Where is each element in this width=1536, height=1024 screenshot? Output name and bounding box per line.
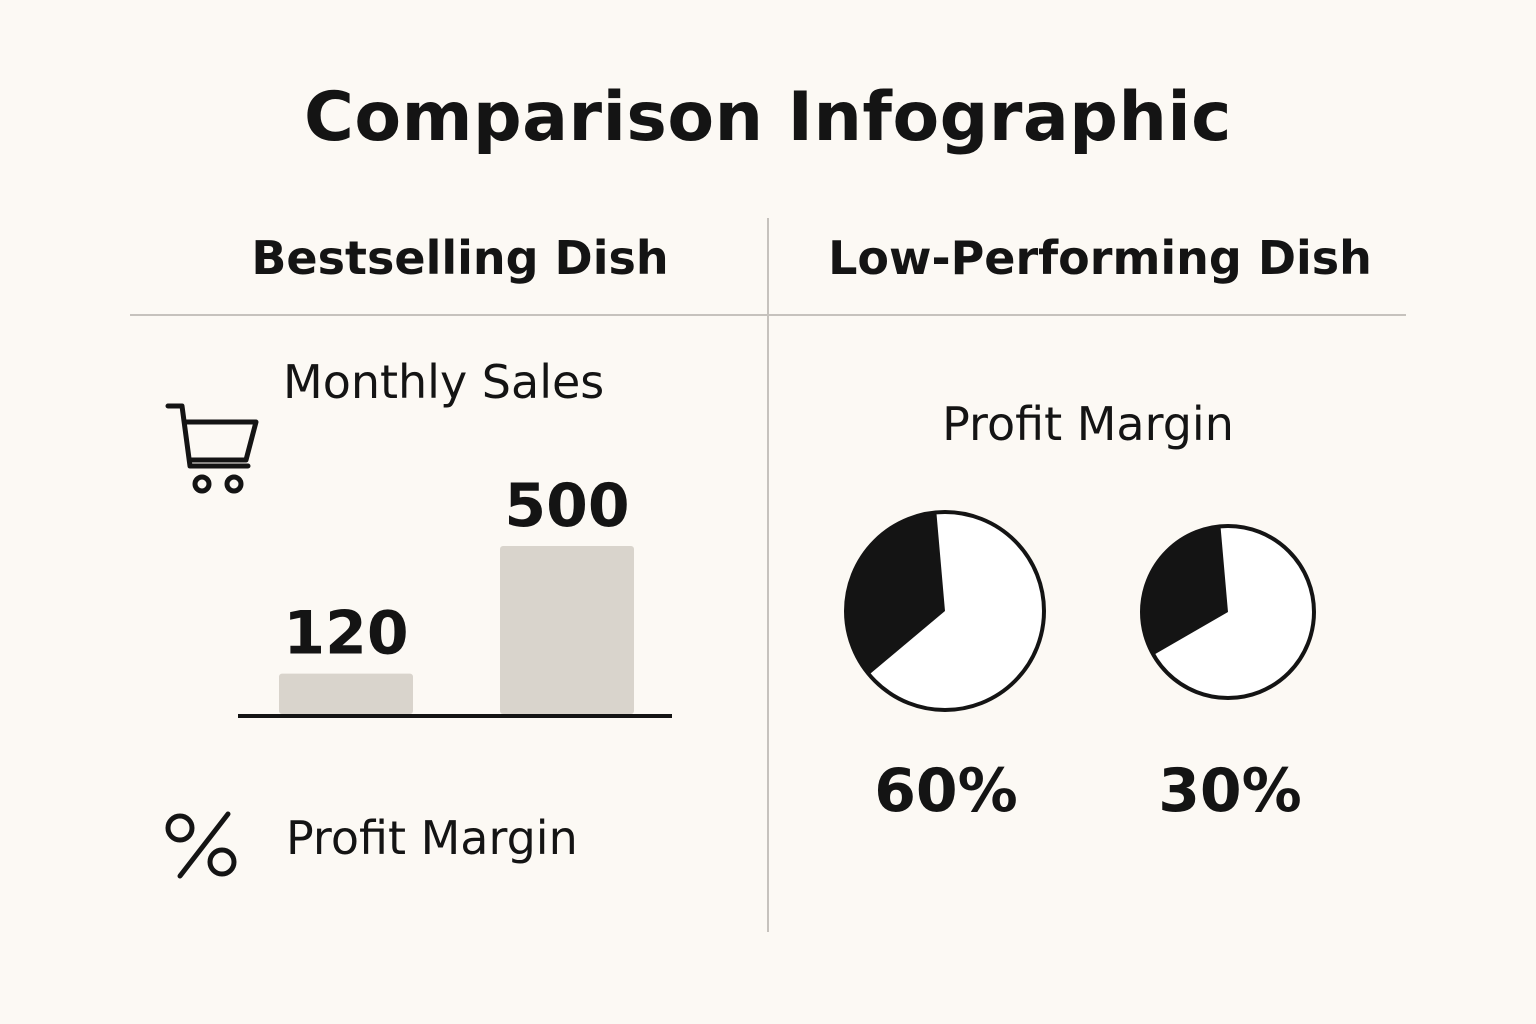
profit-margin-label: Profit Margin bbox=[286, 811, 578, 865]
pie-label-60: 60% bbox=[874, 756, 1018, 826]
column-heading-low-performing: Low-Performing Dish bbox=[828, 231, 1372, 285]
monthly-sales-label: Monthly Sales bbox=[283, 355, 605, 409]
pie-label-30: 30% bbox=[1158, 756, 1302, 826]
page-title: Comparison Infographic bbox=[304, 78, 1232, 157]
column-heading-bestselling: Bestselling Dish bbox=[251, 231, 669, 285]
sales-bar-value-1: 120 bbox=[283, 599, 408, 669]
profit-margin-chart-title: Profit Margin bbox=[942, 397, 1234, 451]
shopping-cart-icon bbox=[160, 398, 260, 502]
sales-bar-2 bbox=[500, 546, 634, 714]
column-divider bbox=[767, 218, 769, 932]
pie-slice-2 bbox=[1142, 526, 1228, 655]
pie-slice-1 bbox=[846, 512, 945, 675]
sales-bar-1 bbox=[279, 673, 413, 714]
percent-icon bbox=[160, 806, 244, 890]
sales-bar-value-2: 500 bbox=[504, 471, 629, 541]
